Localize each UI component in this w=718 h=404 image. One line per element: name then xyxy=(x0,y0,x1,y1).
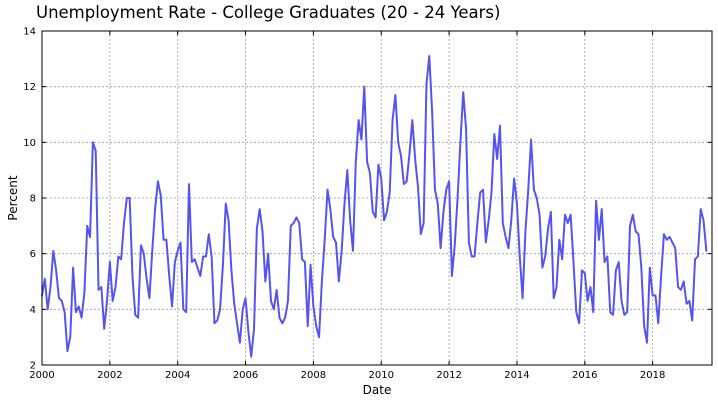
tick-layer: 2000 2002 2004 2006 2008 2010 2012 2014 2016 2018… xyxy=(23,27,712,381)
x-tick-label: 2006 xyxy=(233,370,258,381)
x-tick-label: 2014 xyxy=(504,370,529,381)
x-tick-label: 2000 xyxy=(29,370,54,381)
y-tick-label: 4 xyxy=(30,305,36,316)
series-layer xyxy=(41,55,708,358)
x-tick-label: 2004 xyxy=(165,370,190,381)
y-tick-label: 12 xyxy=(23,82,36,93)
chart-title: Unemployment Rate - College Graduates (2… xyxy=(36,3,501,22)
x-tick-label: 2016 xyxy=(572,370,597,381)
y-axis-label: Percent xyxy=(6,175,20,220)
x-tick-label: 2012 xyxy=(436,370,461,381)
y-tick-label: 2 xyxy=(30,361,36,372)
y-tick-label: 10 xyxy=(23,138,36,149)
x-tick-label: 2002 xyxy=(97,370,122,381)
y-tick-label: 6 xyxy=(30,249,36,260)
unemployment-rate-line xyxy=(41,55,708,358)
x-tick-label: 2010 xyxy=(369,370,394,381)
x-axis-label: Date xyxy=(363,383,392,397)
y-tick-label: 14 xyxy=(23,27,36,38)
x-tick-label: 2008 xyxy=(301,370,326,381)
y-tick-label: 8 xyxy=(30,194,36,205)
x-tick-label: 2018 xyxy=(640,370,665,381)
